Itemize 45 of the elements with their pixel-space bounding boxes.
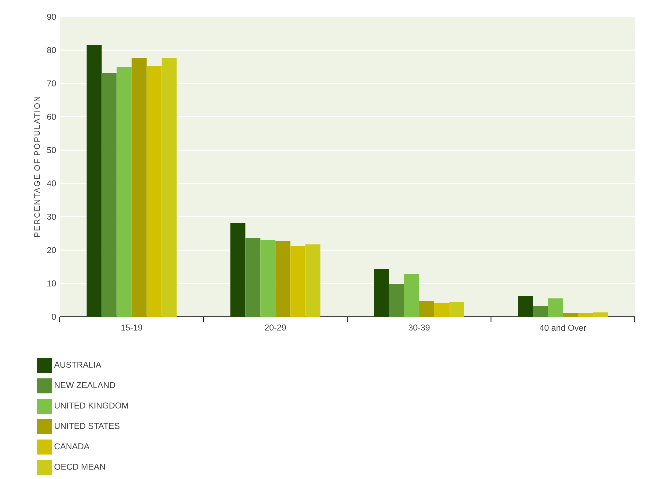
bar xyxy=(404,274,420,317)
x-tick-label: 20-29 xyxy=(265,324,286,331)
bar xyxy=(533,306,548,317)
y-tick-label: 10 xyxy=(48,280,56,287)
bar xyxy=(276,241,291,317)
bar xyxy=(146,66,162,317)
legend-label: UNITED KINGDOM xyxy=(54,402,128,409)
bar xyxy=(419,301,434,317)
y-tick-label: 30 xyxy=(47,214,56,220)
bar xyxy=(374,269,390,317)
x-tick-label: 30-39 xyxy=(408,324,430,331)
bar xyxy=(518,296,534,317)
bar xyxy=(86,45,102,317)
y-tick-label: 90 xyxy=(47,14,56,20)
legend-label: AUSTRALIA xyxy=(54,362,102,368)
bar xyxy=(116,67,132,317)
y-tick-label: 0 xyxy=(52,314,56,320)
bar xyxy=(306,244,321,317)
bar xyxy=(230,222,246,317)
legend-label: NEW ZEALAND xyxy=(55,382,116,388)
legend-label: UNITED STATES xyxy=(54,423,120,430)
bar xyxy=(260,240,276,317)
y-tick-label: 60 xyxy=(47,114,56,120)
bar xyxy=(389,284,404,317)
y-tick-label: 20 xyxy=(47,247,56,254)
y-tick-label: 50 xyxy=(47,147,56,154)
legend-label: OECD MEAN xyxy=(54,464,106,470)
bar xyxy=(578,313,594,317)
y-tick-label: 40 xyxy=(47,180,56,187)
y-tick-label: 70 xyxy=(47,80,56,87)
bar xyxy=(132,58,147,317)
legend-label: CANADA xyxy=(54,444,90,450)
bar xyxy=(593,312,608,317)
bar xyxy=(102,72,117,317)
bar xyxy=(162,58,177,317)
x-tick-label: 15-19 xyxy=(122,324,142,331)
y-axis-title: PERCENTAGE OF POPULATION xyxy=(34,97,40,237)
y-tick-label: 80 xyxy=(47,47,56,54)
bar xyxy=(246,238,261,317)
bar xyxy=(548,298,564,317)
bar xyxy=(434,303,450,317)
bar xyxy=(449,302,464,317)
x-tick-label: 40 and Over xyxy=(540,324,586,332)
bar xyxy=(290,246,306,317)
bar xyxy=(563,313,578,317)
